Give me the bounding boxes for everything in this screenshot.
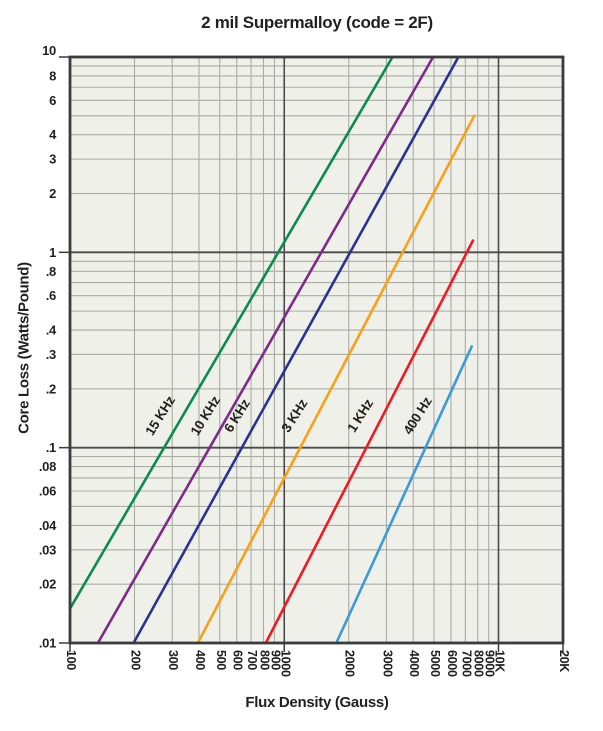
x-tick-label: 200 [128, 650, 142, 670]
series-line-3-khz [196, 114, 476, 645]
x-tick-label: 300 [166, 650, 180, 670]
x-tick-label: 4000 [407, 650, 421, 677]
series-line-10-khz [96, 55, 435, 645]
x-tick-label: 8000 [472, 650, 486, 677]
x-axis-title: Flux Density (Gauss) [245, 694, 389, 711]
y-tick-label: .08 [39, 459, 56, 474]
y-tick-label: .04 [39, 518, 57, 533]
series-line-1-khz [264, 239, 475, 645]
x-tick-label: 6000 [445, 650, 459, 677]
y-tick-label: 3 [49, 152, 56, 167]
series-line-15-khz [68, 55, 394, 610]
x-tick-label: 600 [231, 650, 245, 670]
x-tick-label: 100 [64, 650, 78, 670]
y-tick-label: 10 [42, 43, 56, 58]
series-line-400-hz [335, 345, 474, 645]
chart-title: 2 mil Supermalloy (code = 2F) [201, 13, 433, 32]
series-line-6-khz [132, 55, 460, 645]
y-tick-label: .03 [39, 542, 56, 557]
y-tick-label: .8 [46, 264, 56, 279]
y-axis-title: Core Loss (Watts/Pound) [15, 262, 33, 434]
y-tick-label: .1 [46, 440, 56, 455]
y-tick-label: 4 [49, 127, 57, 142]
x-tick-label: 400 [193, 650, 207, 670]
x-tick-label: 700 [245, 650, 259, 670]
x-tick-label: 3000 [380, 650, 394, 677]
x-tick-label: 7000 [459, 650, 473, 677]
x-tick-label: 900 [268, 650, 282, 670]
y-tick-label: .3 [46, 347, 56, 362]
y-tick-label: .01 [39, 636, 56, 651]
x-tick-label: 20K [557, 650, 571, 672]
x-tick-label: 1000 [278, 650, 292, 677]
y-tick-label: .06 [39, 484, 56, 499]
plot-border [68, 55, 565, 645]
x-tick-label: 500 [214, 650, 228, 670]
y-tick-label: 2 [49, 186, 56, 201]
x-tick-label: 800 [257, 650, 271, 670]
y-tick-label: .02 [39, 577, 56, 592]
x-tick-label: 9000 [483, 650, 497, 677]
y-tick-label: 1 [49, 245, 56, 260]
x-tick-label: 2000 [343, 650, 357, 677]
y-tick-label: .4 [46, 323, 57, 338]
y-tick-label: .2 [46, 381, 56, 396]
x-tick-label: 10K [493, 650, 507, 672]
y-tick-label: .6 [46, 288, 56, 303]
y-tick-label: 8 [49, 68, 56, 83]
y-tick-label: 6 [49, 93, 56, 108]
x-tick-label: 5000 [428, 650, 442, 677]
